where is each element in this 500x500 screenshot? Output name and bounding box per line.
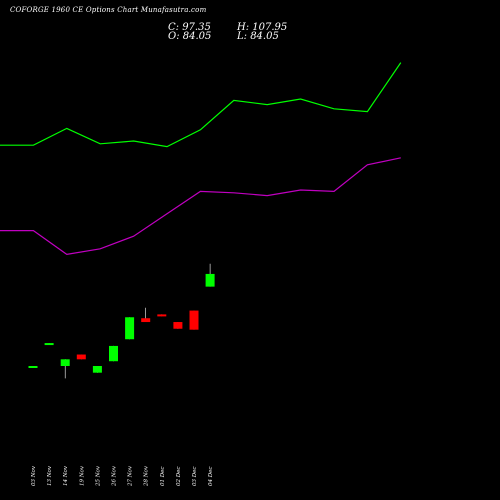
candle-9	[157, 314, 167, 317]
candle-body	[173, 322, 183, 329]
low-value: L: 84.05	[237, 31, 279, 42]
candle-body	[92, 366, 102, 373]
x-tick-label: 03 Nov	[31, 465, 37, 486]
candle-body	[205, 273, 215, 287]
open-value: O: 84.05	[168, 31, 212, 42]
upper-band-line	[0, 62, 402, 148]
candle-body	[28, 366, 38, 368]
x-tick-label: 14 Nov	[63, 465, 69, 486]
x-tick-label: 19 Nov	[79, 465, 85, 486]
candle-10	[173, 322, 183, 329]
x-tick-label: 26 Nov	[112, 465, 118, 487]
lower-band-line	[0, 157, 401, 256]
x-tick-label: 02 Dec	[176, 467, 182, 487]
candle-3	[60, 359, 70, 379]
x-tick-label: 01 Dec	[160, 467, 166, 487]
candle-body	[157, 314, 167, 317]
candle-body	[125, 317, 135, 340]
x-tick-label: 13 Nov	[47, 465, 53, 486]
chart-title: COFORGE 1960 CE Options Chart Munafasutr…	[10, 6, 207, 14]
candle-11	[189, 310, 199, 330]
candle-7	[125, 317, 135, 340]
candle-1	[28, 366, 38, 368]
x-tick-label: 03 Dec	[192, 467, 198, 487]
candle-body	[76, 354, 86, 360]
candle-body	[60, 359, 70, 366]
candle-5	[92, 366, 102, 373]
candle-body	[109, 345, 118, 362]
x-tick-label: 28 Nov	[144, 465, 150, 487]
candle-2	[44, 343, 54, 346]
x-tick-label: 04 Dec	[208, 467, 214, 487]
candle-body	[141, 318, 151, 323]
x-tick-label: 25 Nov	[95, 465, 101, 487]
candle-6	[109, 345, 118, 362]
candle-body	[189, 310, 199, 330]
candle-8	[141, 307, 151, 323]
x-tick-label: 27 Nov	[128, 465, 134, 487]
candle-body	[44, 343, 54, 346]
candle-4	[76, 354, 86, 360]
candle-12	[205, 263, 215, 287]
close-value: C: 97.35	[168, 22, 211, 33]
high-value: H: 107.95	[237, 22, 288, 33]
